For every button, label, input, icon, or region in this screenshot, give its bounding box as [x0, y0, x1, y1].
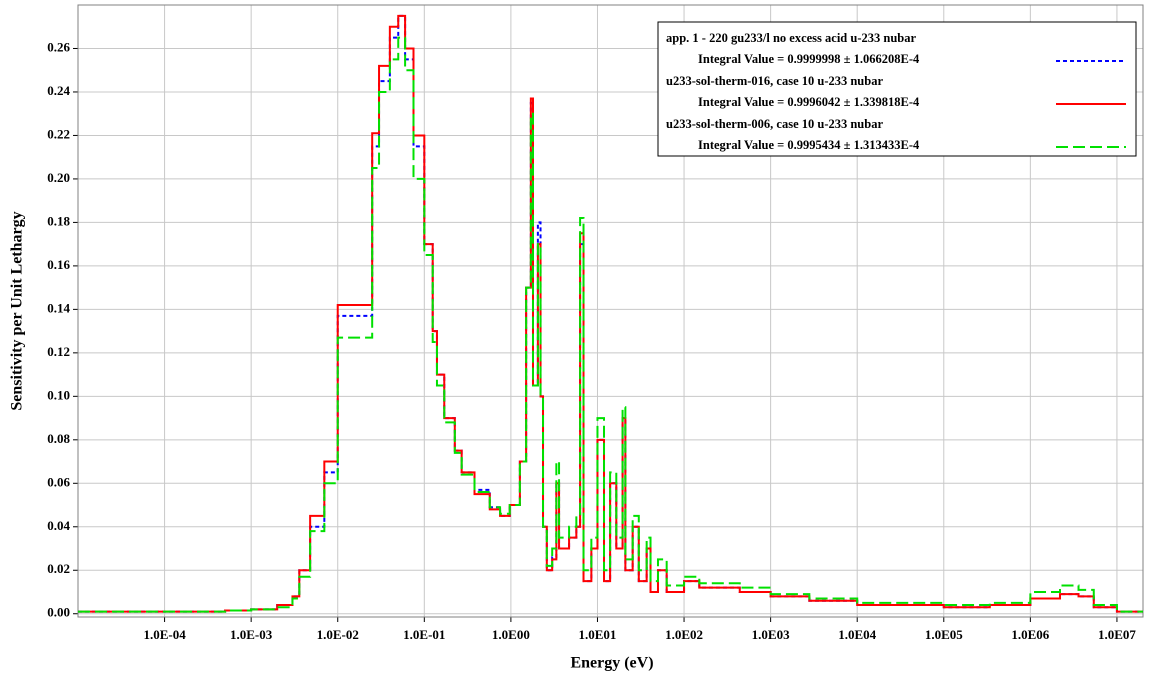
y-tick-label: 0.02	[47, 561, 70, 576]
x-tick-label: 1.0E01	[579, 627, 617, 642]
legend-note: Integral Value = 0.9996042 ± 1.339818E-4	[698, 95, 920, 109]
x-tick-label: 1.0E03	[752, 627, 790, 642]
y-tick-label: 0.10	[47, 387, 70, 402]
x-axis-label: Energy (eV)	[570, 655, 653, 672]
y-tick-label: 0.00	[47, 605, 70, 620]
y-tick-label: 0.12	[47, 344, 70, 359]
series-line	[78, 14, 1143, 613]
y-tick-label: 0.04	[47, 518, 70, 533]
legend-label: u233-sol-therm-016, case 10 u-233 nubar	[666, 74, 883, 88]
y-tick-label: 0.08	[47, 431, 70, 446]
x-tick-label: 1.0E05	[925, 627, 963, 642]
y-axis-label: Sensitivity per Unit Lethargy	[9, 211, 26, 410]
legend-label: u233-sol-therm-006, case 10 u-233 nubar	[666, 117, 883, 131]
y-tick-label: 0.16	[47, 257, 70, 272]
x-tick-label: 1.0E04	[838, 627, 876, 642]
y-tick-label: 0.26	[47, 39, 70, 54]
y-tick-label: 0.24	[47, 83, 70, 98]
y-tick-label: 0.20	[47, 170, 70, 185]
x-tick-label: 1.0E-02	[317, 627, 359, 642]
x-tick-label: 1.0E-03	[230, 627, 273, 642]
legend-note: Integral Value = 0.9995434 ± 1.313433E-4	[698, 138, 920, 152]
y-tick-label: 0.14	[47, 300, 70, 315]
y-tick-label: 0.22	[47, 126, 70, 141]
legend: app. 1 - 220 gu233/l no excess acid u-23…	[657, 21, 1137, 157]
series-line	[78, 36, 1143, 613]
x-tick-label: 1.0E07	[1098, 627, 1136, 642]
x-tick-label: 1.0E06	[1011, 627, 1049, 642]
y-tick-label: 0.06	[47, 474, 70, 489]
x-tick-label: 1.0E02	[665, 627, 703, 642]
x-tick-label: 1.0E-04	[143, 627, 186, 642]
legend-note: Integral Value = 0.9999998 ± 1.066208E-4	[698, 52, 920, 66]
legend-label: app. 1 - 220 gu233/l no excess acid u-23…	[666, 31, 916, 45]
y-tick-label: 0.18	[47, 213, 70, 228]
x-tick-label: 1.0E-01	[403, 627, 445, 642]
x-tick-label: 1.0E00	[492, 627, 530, 642]
legend-box	[657, 21, 1137, 157]
plot-frame	[77, 4, 1144, 618]
